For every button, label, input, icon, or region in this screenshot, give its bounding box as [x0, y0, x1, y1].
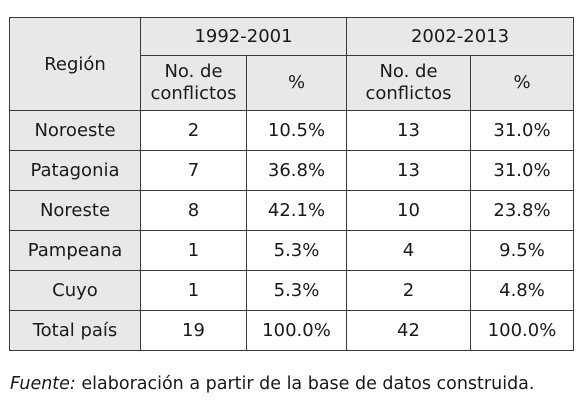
conflicts-cell: 2 — [140, 110, 247, 151]
conflicts-cell: 4 — [346, 230, 471, 271]
conflicts-table: Región 1992-2001 2002-2013 No. de confli… — [9, 17, 574, 351]
region-cell: Cuyo — [9, 270, 141, 311]
table-row: Noreste 8 42.1% 10 23.8% — [9, 190, 574, 231]
percent-cell: 4.8% — [470, 270, 574, 311]
conflicts-cell: 1 — [140, 270, 247, 311]
percent-cell: 36.8% — [246, 150, 347, 191]
source-caption: Fuente: elaboración a partir de la base … — [10, 374, 534, 394]
conflicts-cell: 10 — [346, 190, 471, 231]
table-row: Patagonia 7 36.8% 13 31.0% — [9, 150, 574, 191]
percent-cell: 5.3% — [246, 230, 347, 271]
percent-header-1: % — [246, 55, 347, 111]
percent-cell: 5.3% — [246, 270, 347, 311]
percent-cell: 31.0% — [470, 110, 574, 151]
table-row: Cuyo 1 5.3% 2 4.8% — [9, 270, 574, 311]
region-cell: Noroeste — [9, 110, 141, 151]
conflicts-cell: 1 — [140, 230, 247, 271]
period-header-1: 1992-2001 — [140, 17, 347, 56]
conflicts-cell: 19 — [140, 310, 247, 351]
percent-header-2: % — [470, 55, 574, 111]
conflicts-cell: 13 — [346, 110, 471, 151]
region-cell: Patagonia — [9, 150, 141, 191]
percent-cell: 9.5% — [470, 230, 574, 271]
conflicts-cell: 13 — [346, 150, 471, 191]
region-cell: Pampeana — [9, 230, 141, 271]
conflicts-header-2: No. de conflictos — [346, 55, 471, 111]
region-cell: Total país — [9, 310, 141, 351]
conflicts-cell: 2 — [346, 270, 471, 311]
conflicts-header-1: No. de conflictos — [140, 55, 247, 111]
percent-cell: 100.0% — [246, 310, 347, 351]
percent-cell: 42.1% — [246, 190, 347, 231]
region-header: Región — [9, 17, 141, 111]
conflicts-cell: 7 — [140, 150, 247, 191]
table-row: Noroeste 2 10.5% 13 31.0% — [9, 110, 574, 151]
percent-cell: 23.8% — [470, 190, 574, 231]
percent-cell: 31.0% — [470, 150, 574, 191]
percent-cell: 10.5% — [246, 110, 347, 151]
source-text: elaboración a partir de la base de datos… — [75, 374, 535, 394]
conflicts-cell: 42 — [346, 310, 471, 351]
period-header-2: 2002-2013 — [346, 17, 574, 56]
percent-cell: 100.0% — [470, 310, 574, 351]
table-row-total: Total país 19 100.0% 42 100.0% — [9, 310, 574, 351]
table-row: Pampeana 1 5.3% 4 9.5% — [9, 230, 574, 271]
conflicts-cell: 8 — [140, 190, 247, 231]
region-cell: Noreste — [9, 190, 141, 231]
source-label: Fuente: — [10, 374, 76, 394]
